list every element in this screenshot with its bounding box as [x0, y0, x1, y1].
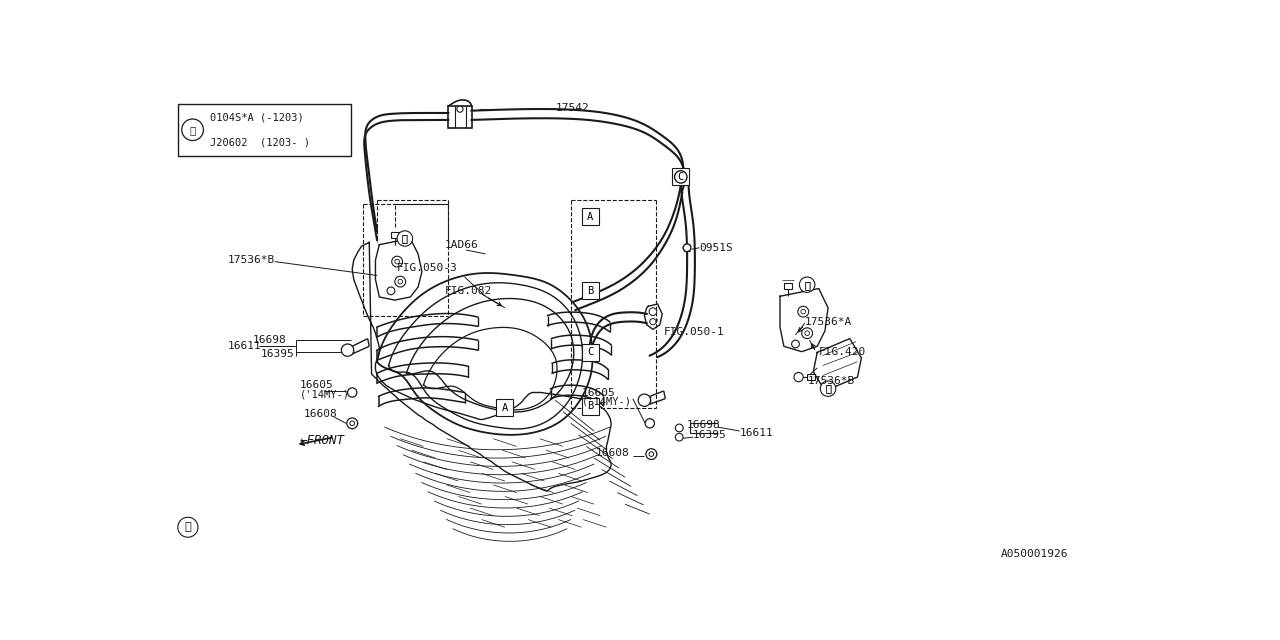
Circle shape — [649, 452, 654, 456]
Text: 17536*B: 17536*B — [808, 376, 855, 386]
Text: FIG.050-1: FIG.050-1 — [664, 328, 724, 337]
Text: 16698: 16698 — [253, 335, 287, 345]
Text: 17542: 17542 — [556, 102, 589, 113]
Text: FIG.082: FIG.082 — [445, 286, 493, 296]
Circle shape — [791, 340, 800, 348]
Text: 1AD66: 1AD66 — [445, 239, 479, 250]
Circle shape — [457, 106, 463, 112]
Circle shape — [675, 171, 687, 183]
Circle shape — [794, 372, 804, 381]
Circle shape — [342, 344, 353, 356]
Text: ①: ① — [804, 280, 810, 290]
Text: 0104S*A (-1203): 0104S*A (-1203) — [210, 113, 305, 123]
Circle shape — [398, 232, 411, 244]
Circle shape — [348, 388, 357, 397]
Bar — [497, 399, 513, 417]
Text: 16698: 16698 — [687, 420, 721, 430]
Circle shape — [801, 309, 805, 314]
Bar — [581, 398, 599, 415]
Circle shape — [800, 278, 814, 292]
Text: ①: ① — [826, 383, 831, 394]
Circle shape — [801, 328, 813, 339]
Circle shape — [805, 331, 809, 335]
Text: J20602  (1203- ): J20602 (1203- ) — [210, 138, 311, 148]
Bar — [783, 283, 791, 289]
Circle shape — [394, 259, 399, 264]
Circle shape — [684, 244, 691, 252]
Text: C: C — [677, 172, 684, 182]
Circle shape — [650, 319, 657, 324]
Bar — [390, 232, 398, 239]
Text: 16611: 16611 — [228, 341, 262, 351]
Circle shape — [178, 517, 198, 537]
Circle shape — [676, 424, 684, 432]
Circle shape — [645, 419, 654, 428]
Circle shape — [349, 421, 355, 426]
Text: ①: ① — [184, 522, 191, 532]
Text: 0951S: 0951S — [699, 243, 733, 253]
Circle shape — [797, 307, 809, 317]
Text: ①: ① — [189, 125, 196, 135]
Bar — [672, 168, 690, 186]
Circle shape — [398, 279, 403, 284]
Circle shape — [676, 433, 684, 441]
Bar — [178, 104, 352, 156]
Text: 16611: 16611 — [740, 428, 773, 438]
Text: 16605: 16605 — [300, 380, 333, 390]
Text: FIG.050-3: FIG.050-3 — [397, 263, 457, 273]
Bar — [581, 344, 599, 361]
Circle shape — [387, 287, 394, 294]
Text: ①: ① — [402, 234, 408, 243]
Text: C: C — [588, 348, 593, 358]
Circle shape — [820, 381, 836, 396]
Bar — [581, 282, 599, 300]
Circle shape — [639, 394, 650, 406]
Text: ('14MY-): ('14MY-) — [581, 397, 631, 407]
Circle shape — [397, 231, 412, 246]
Text: 17536*B: 17536*B — [228, 255, 275, 265]
Bar — [448, 106, 471, 127]
Bar — [808, 374, 815, 380]
Circle shape — [820, 381, 835, 396]
Text: 16608: 16608 — [595, 447, 630, 458]
Text: 16395: 16395 — [261, 349, 294, 359]
Text: B: B — [588, 286, 593, 296]
Circle shape — [182, 119, 204, 141]
Text: 17536*A: 17536*A — [805, 317, 852, 326]
Text: ('14MY-): ('14MY-) — [300, 389, 349, 399]
Text: ←FRONT: ←FRONT — [300, 434, 344, 447]
Text: 16395: 16395 — [694, 430, 727, 440]
Text: A050001926: A050001926 — [1001, 549, 1069, 559]
Text: ①: ① — [826, 383, 831, 394]
Circle shape — [646, 449, 657, 460]
Circle shape — [800, 277, 815, 292]
Bar — [581, 209, 599, 225]
Text: A: A — [588, 212, 593, 222]
Circle shape — [392, 256, 403, 267]
Text: ①: ① — [804, 280, 810, 290]
Text: B: B — [588, 401, 593, 412]
Circle shape — [394, 276, 406, 287]
Text: ①: ① — [402, 234, 408, 243]
Circle shape — [649, 308, 657, 316]
Text: 16608: 16608 — [303, 409, 337, 419]
Text: 16605: 16605 — [581, 387, 616, 397]
Text: FIG.420: FIG.420 — [819, 348, 867, 358]
Circle shape — [347, 418, 357, 429]
Text: A: A — [502, 403, 508, 413]
